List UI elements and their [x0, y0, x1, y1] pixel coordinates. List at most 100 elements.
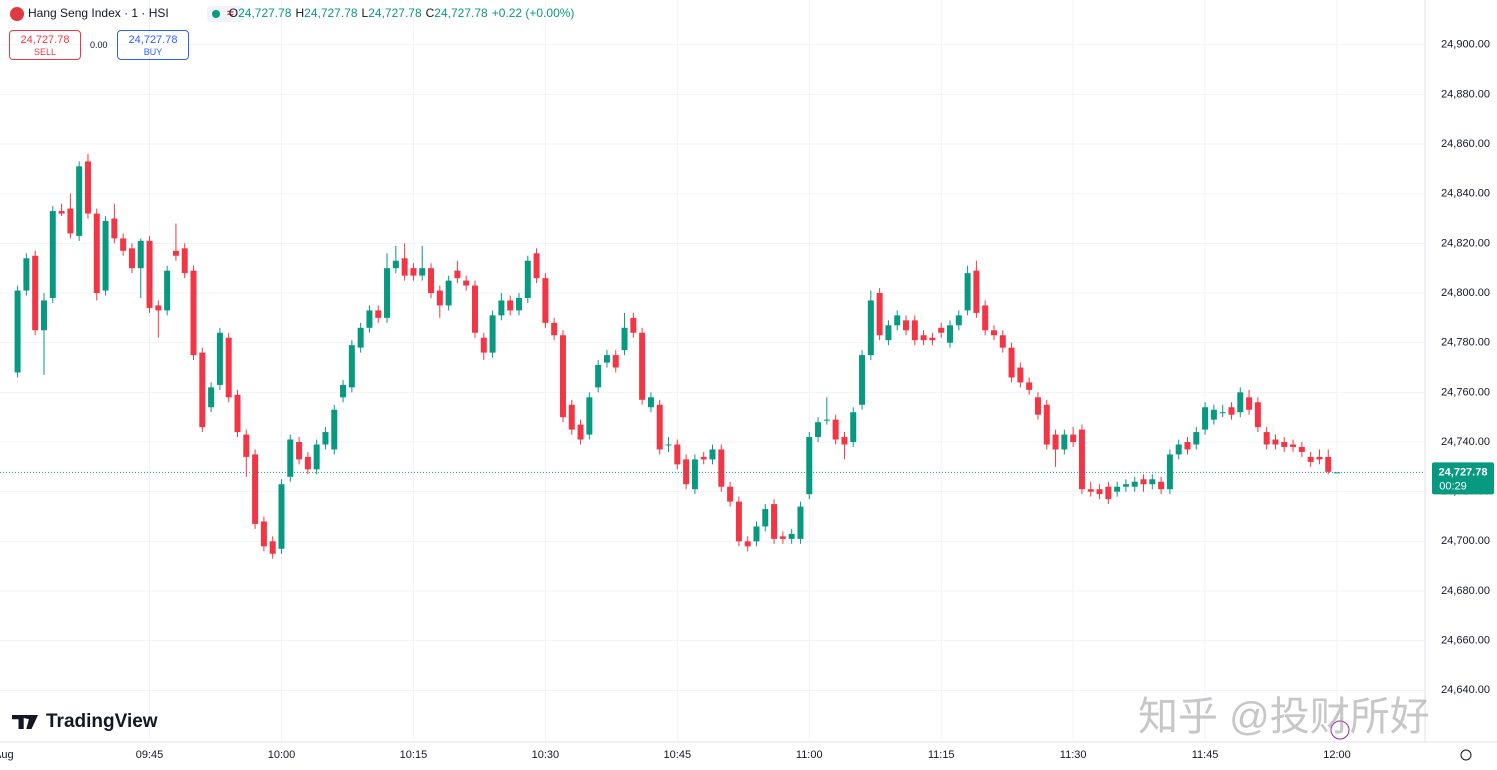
candle-body [146, 240, 153, 308]
candle-body [1140, 479, 1147, 485]
y-tick-label: 24,840.00 [1441, 188, 1490, 200]
candle-body [225, 337, 232, 398]
candle-body [93, 213, 100, 294]
candle-body [656, 404, 663, 450]
candle-body [111, 218, 118, 239]
candle-body [1184, 442, 1191, 450]
candle-body [436, 290, 443, 306]
candle-body [313, 444, 320, 470]
spread: 0.00 [90, 40, 108, 50]
candle-body [445, 280, 452, 306]
candle-body [1026, 382, 1033, 390]
candle-body [1070, 434, 1077, 443]
o-value: 24,727.78 [238, 6, 292, 20]
candle-body [340, 384, 347, 398]
candle-body [252, 454, 259, 524]
candle-body [876, 293, 883, 336]
candle-body [797, 506, 804, 539]
candle-body [76, 166, 83, 236]
candle-body [1325, 456, 1332, 472]
candle-body [1078, 429, 1085, 490]
candles [14, 153, 1341, 559]
candle-body [674, 444, 681, 465]
y-tick-label: 24,660.00 [1441, 635, 1490, 647]
candle-body [990, 330, 997, 336]
candle-body [366, 310, 373, 328]
candle-body [779, 536, 786, 539]
x-tick-label: 11:30 [1060, 749, 1087, 761]
candle-body [947, 325, 953, 343]
symbol[interactable]: Hang Seng Index · 1 · HSI [28, 6, 169, 20]
x-tick-label: 10:00 [268, 749, 296, 761]
candle-body [208, 387, 215, 408]
y-tick-label: 24,700.00 [1441, 535, 1490, 547]
change: +0.22 (+0.00%) [491, 6, 575, 20]
candle-body [612, 355, 619, 368]
candle-body [815, 422, 822, 438]
candle-body [806, 437, 813, 495]
candle-body [841, 437, 848, 445]
candle-body [40, 300, 47, 331]
candle-body [533, 253, 540, 279]
candle-body [568, 404, 575, 430]
candle-body [234, 394, 241, 433]
candle-body [1246, 397, 1253, 410]
status-pill: ≈ [207, 6, 243, 22]
candle-body [1298, 446, 1305, 452]
candle-body [982, 305, 989, 331]
o-key: O [228, 6, 239, 20]
candle-body [700, 456, 707, 460]
buy-label: BUY [143, 47, 163, 57]
legend: Hang Seng Index · 1 · HSI O 24,727.78 H 24… [10, 6, 578, 20]
candle-body [691, 459, 698, 490]
logo[interactable]: TradingView [12, 711, 158, 733]
candle-body [1281, 442, 1288, 447]
candle-body [542, 278, 549, 323]
candle-body [1254, 402, 1261, 428]
candle-body [1043, 404, 1050, 445]
candle-body [23, 258, 30, 291]
sell-button[interactable]: 24,727.78 SELL [9, 30, 81, 60]
candle-body [1219, 412, 1226, 414]
sell-price: 24,727.78 [20, 34, 70, 46]
candle-body [410, 268, 417, 276]
candle-body [331, 409, 338, 450]
candle-body [507, 300, 514, 311]
candle-body [392, 260, 399, 269]
candle-body [920, 335, 927, 341]
candle-body [718, 449, 725, 487]
candle-body [120, 238, 127, 251]
candle-body [357, 327, 364, 348]
candle-body [401, 258, 408, 276]
candle-body [419, 268, 426, 276]
candle-body [137, 240, 144, 269]
candle-body [559, 335, 566, 418]
candle-body [1017, 367, 1024, 383]
buy-button[interactable]: 24,727.78 BUY [117, 30, 189, 60]
candle-body [621, 327, 628, 351]
candle-body [1307, 456, 1314, 462]
candle-body [128, 248, 135, 269]
candle-body [155, 305, 162, 311]
price-tag [1432, 462, 1494, 495]
candle-body [639, 332, 646, 400]
candle-body [859, 355, 866, 405]
event-icon[interactable] [1330, 720, 1350, 740]
candle-body [1290, 444, 1297, 447]
candle-body [850, 412, 857, 443]
settings-icon[interactable] [1460, 749, 1472, 761]
candle-body [498, 300, 505, 316]
y-tick-label: 24,900.00 [1441, 39, 1490, 51]
candle-body [199, 352, 206, 428]
candle-body [1114, 486, 1121, 492]
candle-body [480, 337, 487, 353]
h-value: 24,727.78 [304, 6, 358, 20]
x-tick-label: 12:00 [1323, 749, 1351, 761]
candle-body [243, 434, 250, 457]
candle-body [348, 345, 355, 388]
countdown: 00:29 [1439, 480, 1467, 492]
x-tick-label: 11:00 [796, 749, 823, 761]
y-tick-label: 24,880.00 [1441, 88, 1490, 100]
candle-body [586, 397, 593, 435]
